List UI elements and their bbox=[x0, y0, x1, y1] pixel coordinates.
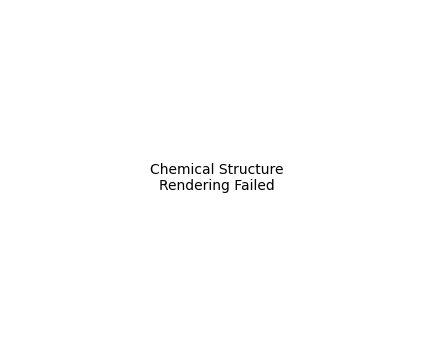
Text: Chemical Structure
Rendering Failed: Chemical Structure Rendering Failed bbox=[150, 163, 283, 193]
